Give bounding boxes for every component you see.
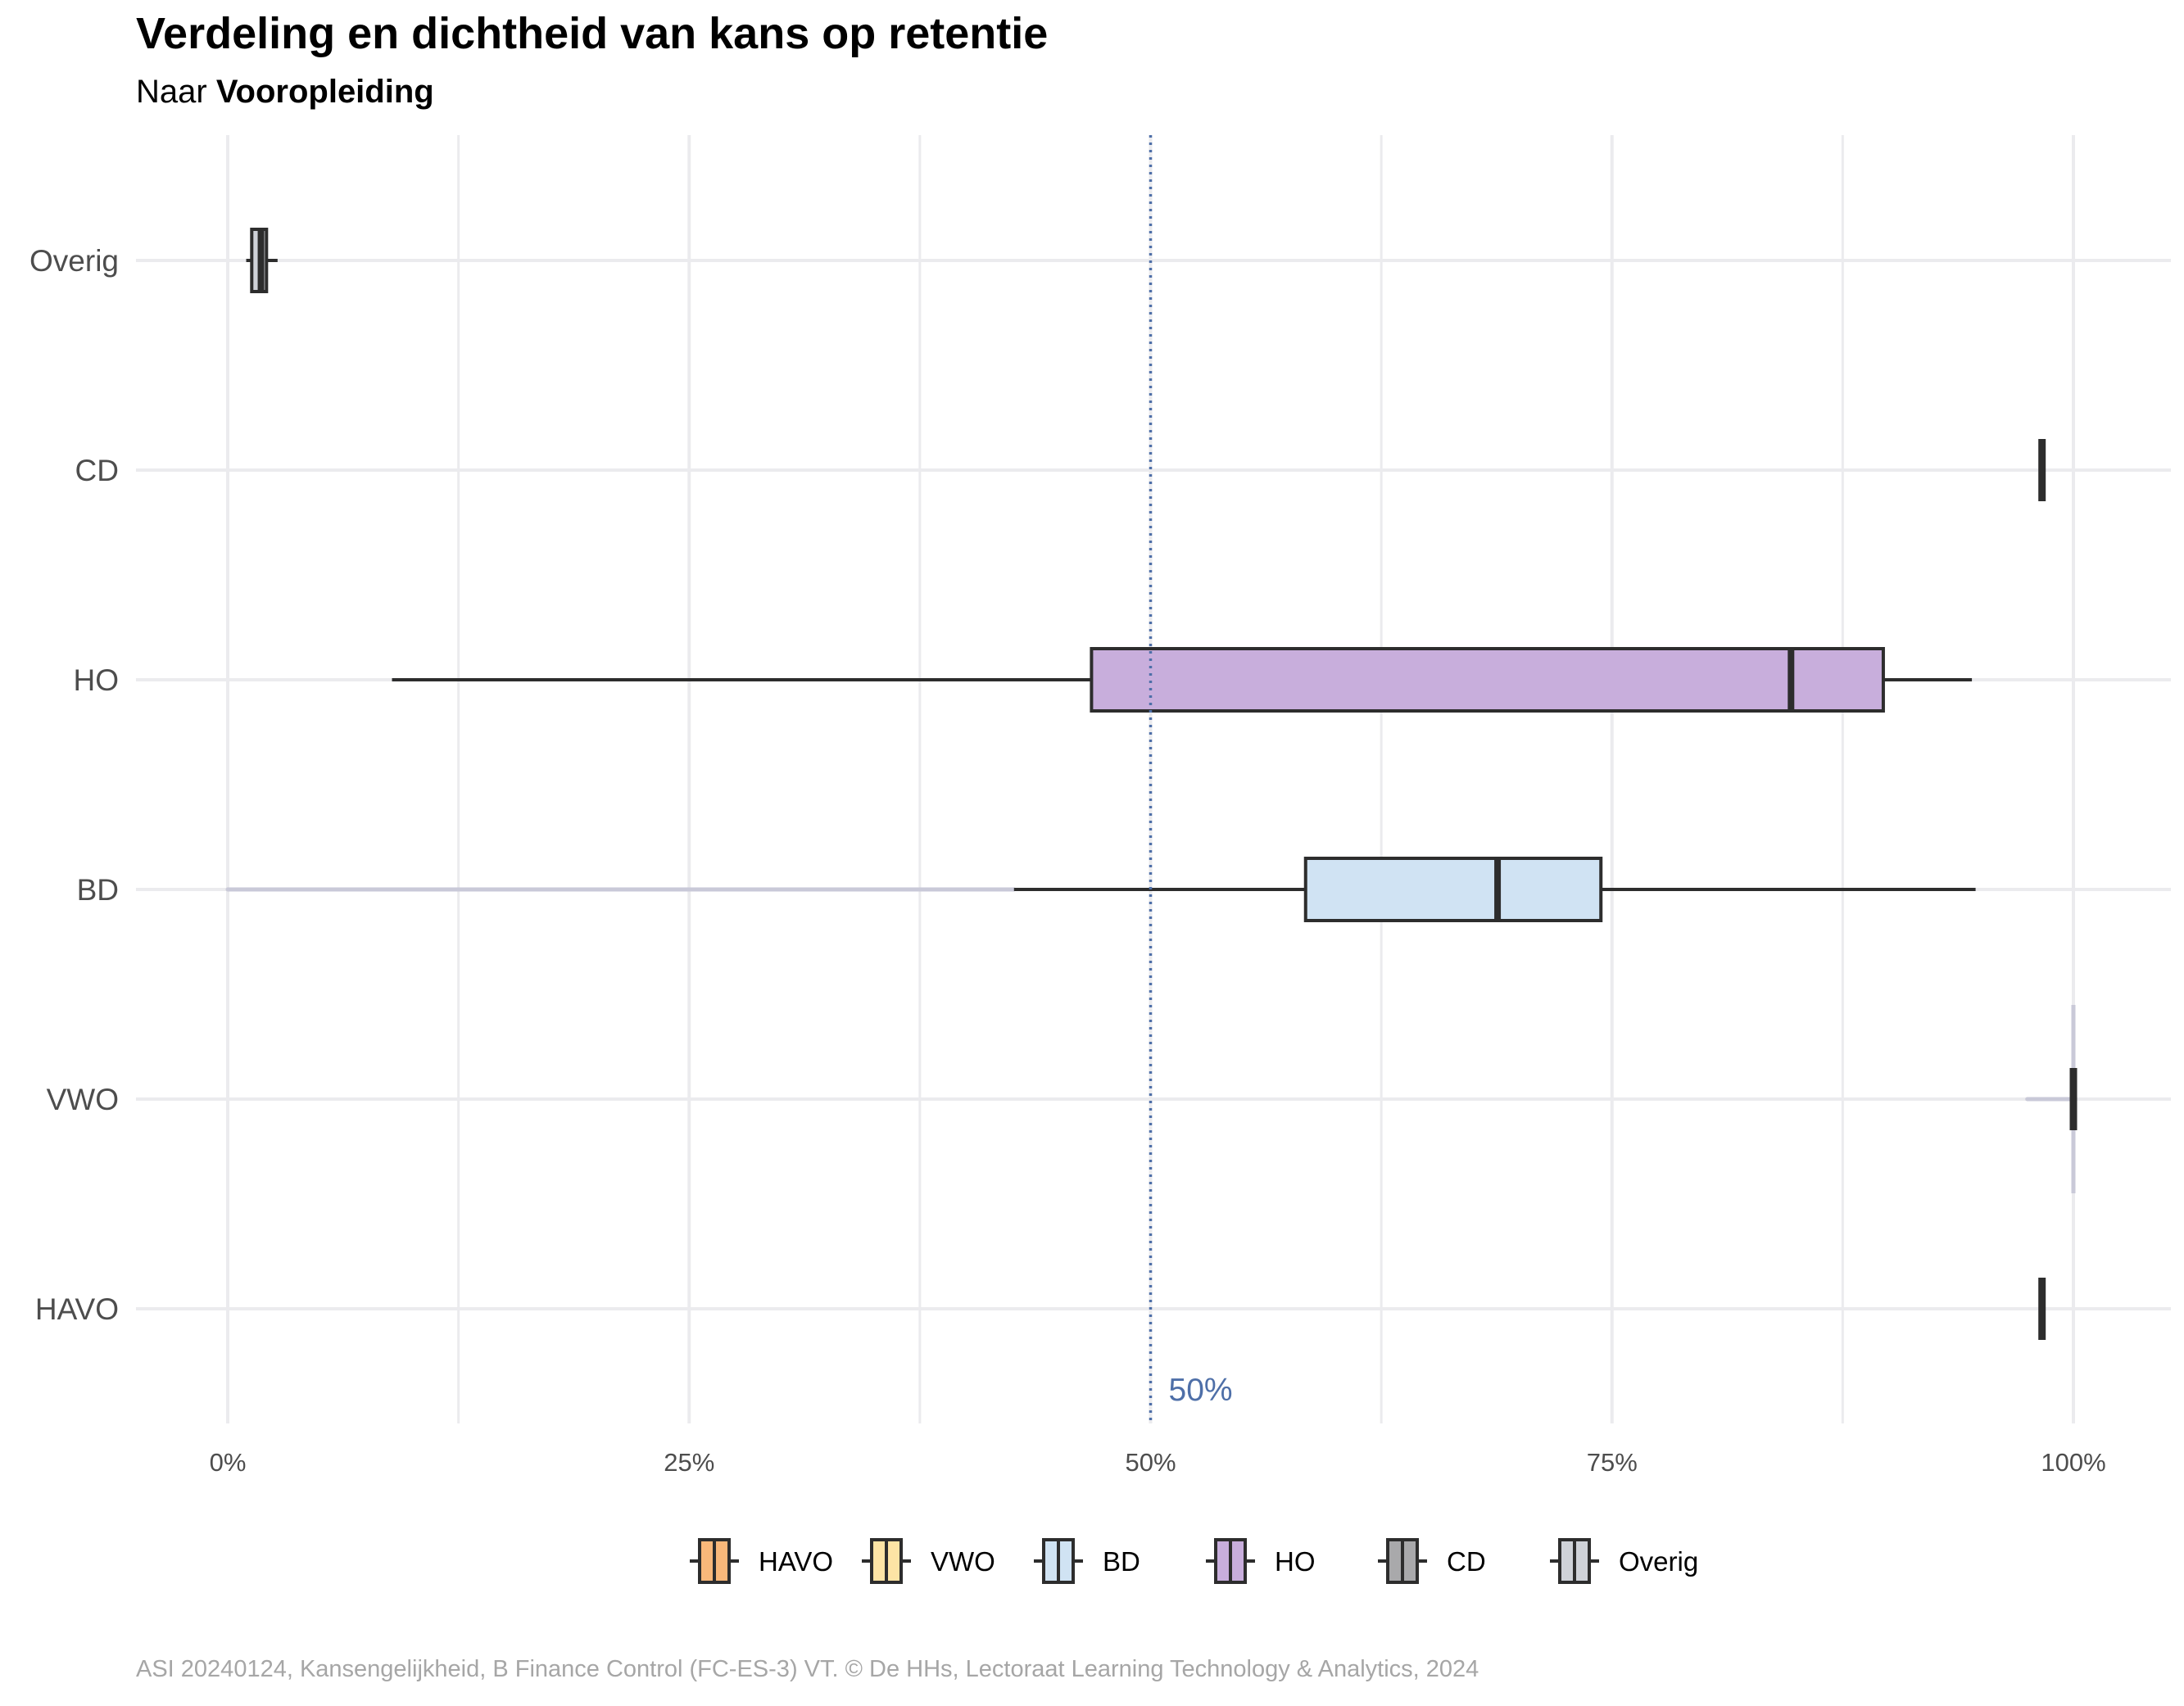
reference-line-label: 50% — [1169, 1373, 1233, 1408]
legend-label: Overig — [1619, 1546, 1698, 1577]
legend-label: HO — [1275, 1546, 1316, 1577]
chart-caption: ASI 20240124, Kansengelijkheid, B Financ… — [136, 1656, 1479, 1683]
x-tick-label: 50% — [1125, 1448, 1176, 1477]
y-tick-label: HO — [74, 663, 120, 697]
boxplot-chart: HAVO VWO BD HO CD Overig 0% 25% 50% 75% 100% 50% HAV… — [0, 0, 2184, 1638]
y-tick-label: CD — [75, 454, 119, 487]
y-tick-label: BD — [77, 873, 119, 907]
legend-label: HAVO — [759, 1546, 833, 1577]
legend-label: VWO — [931, 1546, 995, 1577]
y-tick-label: Overig — [29, 244, 119, 278]
x-tick-label: 0% — [210, 1448, 247, 1477]
x-tick-label: 100% — [2041, 1448, 2105, 1477]
y-tick-label: VWO — [47, 1083, 119, 1116]
x-tick-label: 75% — [1587, 1448, 1638, 1477]
box-bd — [1306, 858, 1601, 921]
y-tick-label: HAVO — [35, 1292, 119, 1326]
x-tick-label: 25% — [664, 1448, 714, 1477]
legend-label: CD — [1447, 1546, 1486, 1577]
legend-label: BD — [1103, 1546, 1140, 1577]
box-ho — [1091, 649, 1883, 711]
